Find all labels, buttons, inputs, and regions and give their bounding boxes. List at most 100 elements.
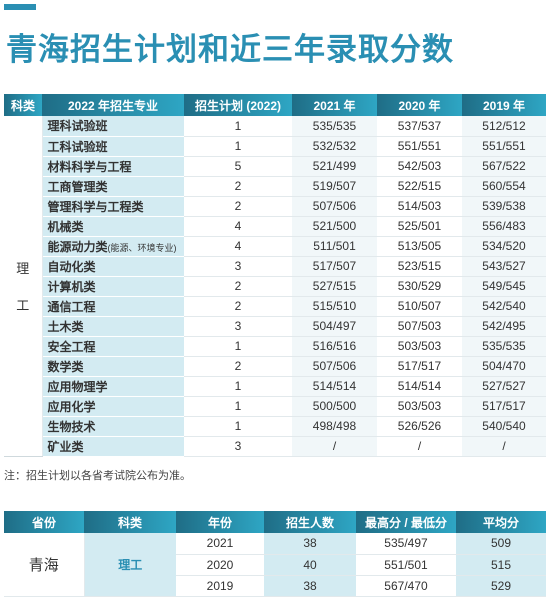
score-2019-cell: 535/535 xyxy=(462,336,546,357)
score-2020-cell: / xyxy=(377,436,462,457)
summary-header-row: 省份 科类 年份 招生人数 最高分 / 最低分 平均分 xyxy=(4,511,546,533)
table-row: 土木类 3 504/497 507/503 542/495 xyxy=(4,316,546,337)
summary-header-subject: 科类 xyxy=(84,511,176,533)
summary-average-cell: 529 xyxy=(456,575,546,597)
score-2020-cell: 537/537 xyxy=(377,116,462,137)
score-2021-cell: 515/510 xyxy=(292,296,377,317)
score-2020-cell: 503/503 xyxy=(377,336,462,357)
summary-year-cell: 2019 xyxy=(176,575,264,597)
score-2021-cell: 504/497 xyxy=(292,316,377,337)
page-title: 青海招生计划和近三年录取分数 xyxy=(6,32,454,67)
major-name: 工科试验班 xyxy=(47,139,108,154)
score-2021-cell: 514/514 xyxy=(292,376,377,397)
table-row: 应用物理学 1 514/514 514/514 527/527 xyxy=(4,376,546,397)
score-2019-cell: 542/540 xyxy=(462,296,546,317)
major-name: 生物技术 xyxy=(47,419,96,434)
score-2020-cell: 514/514 xyxy=(377,376,462,397)
major-name: 工商管理类 xyxy=(47,179,108,194)
plan-cell: 1 xyxy=(184,416,292,437)
major-name: 土木类 xyxy=(47,319,84,334)
score-2021-cell: 535/535 xyxy=(292,116,377,137)
score-2021-cell: 532/532 xyxy=(292,136,377,157)
score-2020-cell: 530/529 xyxy=(377,276,462,297)
plan-cell: 3 xyxy=(184,256,292,277)
score-2019-cell: 540/540 xyxy=(462,416,546,437)
table-row: 工商管理类 2 519/507 522/515 560/554 xyxy=(4,176,546,197)
subject-char: 工 xyxy=(16,297,30,313)
plan-cell: 3 xyxy=(184,436,292,457)
summary-average-cell: 515 xyxy=(456,554,546,576)
major-cell: 应用化学 xyxy=(42,396,184,417)
plan-cell: 1 xyxy=(184,136,292,157)
major-cell: 理科试验班 xyxy=(42,116,184,137)
major-cell: 管理科学与工程类 xyxy=(42,196,184,217)
score-2021-cell: 511/501 xyxy=(292,236,377,257)
plan-cell: 4 xyxy=(184,216,292,237)
score-2021-cell: 521/499 xyxy=(292,156,377,177)
major-name: 能源动力类 xyxy=(47,239,108,254)
summary-year-cell: 2021 xyxy=(176,533,264,555)
summary-row: 2019 38 567/470 529 xyxy=(4,575,546,597)
score-2020-cell: 526/526 xyxy=(377,416,462,437)
major-cell: 生物技术 xyxy=(42,416,184,437)
plan-cell: 4 xyxy=(184,236,292,257)
major-name: 理科试验班 xyxy=(47,119,108,134)
footnote: 注：招生计划以各省考试院公布为准。 xyxy=(4,470,191,482)
score-2021-cell: 521/500 xyxy=(292,216,377,237)
major-cell: 安全工程 xyxy=(42,336,184,357)
major-name: 安全工程 xyxy=(47,339,96,354)
summary-range-cell: 551/501 xyxy=(356,554,456,576)
plan-cell: 2 xyxy=(184,196,292,217)
score-2019-cell: 539/538 xyxy=(462,196,546,217)
score-2019-cell: 543/527 xyxy=(462,256,546,277)
admission-scores-table: 科类 2022 年招生专业 招生计划 (2022) 2021 年 2020 年 … xyxy=(4,94,546,457)
header-plan: 招生计划 (2022) xyxy=(184,94,292,116)
score-2019-cell: 534/520 xyxy=(462,236,546,257)
summary-table: 省份 科类 年份 招生人数 最高分 / 最低分 平均分 青海 理工 2021 38 53… xyxy=(4,511,546,597)
summary-header-province: 省份 xyxy=(4,511,84,533)
major-cell: 应用物理学 xyxy=(42,376,184,397)
major-cell: 机械类 xyxy=(42,216,184,237)
score-2021-cell: / xyxy=(292,436,377,457)
major-cell: 数学类 xyxy=(42,356,184,377)
table-row: 通信工程 2 515/510 510/507 542/540 xyxy=(4,296,546,317)
major-name: 数学类 xyxy=(47,359,84,374)
subject-char: 理 xyxy=(16,260,30,276)
header-2020: 2020 年 xyxy=(377,94,462,116)
score-2019-cell: 512/512 xyxy=(462,116,546,137)
table-row: 工科试验班 1 532/532 551/551 551/551 xyxy=(4,136,546,157)
major-name: 机械类 xyxy=(47,219,84,234)
major-name: 材料科学与工程 xyxy=(47,159,132,174)
table-row: 材料科学与工程 5 521/499 542/503 567/522 xyxy=(4,156,546,177)
summary-subject-cell: 理工 xyxy=(84,533,176,597)
score-2020-cell: 503/503 xyxy=(377,396,462,417)
summary-header-average: 平均分 xyxy=(456,511,546,533)
score-2019-cell: 504/470 xyxy=(462,356,546,377)
header-2019: 2019 年 xyxy=(462,94,546,116)
summary-row: 2020 40 551/501 515 xyxy=(4,554,546,576)
score-2020-cell: 513/505 xyxy=(377,236,462,257)
summary-header-year: 年份 xyxy=(176,511,264,533)
plan-cell: 2 xyxy=(184,276,292,297)
header-major: 2022 年招生专业 xyxy=(42,94,184,116)
table-row: 生物技术 1 498/498 526/526 540/540 xyxy=(4,416,546,437)
table-row: 自动化类 3 517/507 523/515 543/527 xyxy=(4,256,546,277)
plan-cell: 1 xyxy=(184,376,292,397)
table-row: 计算机类 2 527/515 530/529 549/545 xyxy=(4,276,546,297)
major-name: 应用物理学 xyxy=(47,379,108,394)
score-2019-cell: 560/554 xyxy=(462,176,546,197)
major-cell: 计算机类 xyxy=(42,276,184,297)
score-2021-cell: 527/515 xyxy=(292,276,377,297)
plan-cell: 1 xyxy=(184,396,292,417)
score-2020-cell: 517/517 xyxy=(377,356,462,377)
score-2020-cell: 525/501 xyxy=(377,216,462,237)
table-row: 应用化学 1 500/500 503/503 517/517 xyxy=(4,396,546,417)
score-2021-cell: 500/500 xyxy=(292,396,377,417)
summary-header-count: 招生人数 xyxy=(264,511,356,533)
score-2020-cell: 522/515 xyxy=(377,176,462,197)
major-name: 通信工程 xyxy=(47,299,96,314)
score-2020-cell: 510/507 xyxy=(377,296,462,317)
summary-year-cell: 2020 xyxy=(176,554,264,576)
summary-row: 青海 理工 2021 38 535/497 509 xyxy=(4,533,546,597)
summary-header-range: 最高分 / 最低分 xyxy=(356,511,456,533)
